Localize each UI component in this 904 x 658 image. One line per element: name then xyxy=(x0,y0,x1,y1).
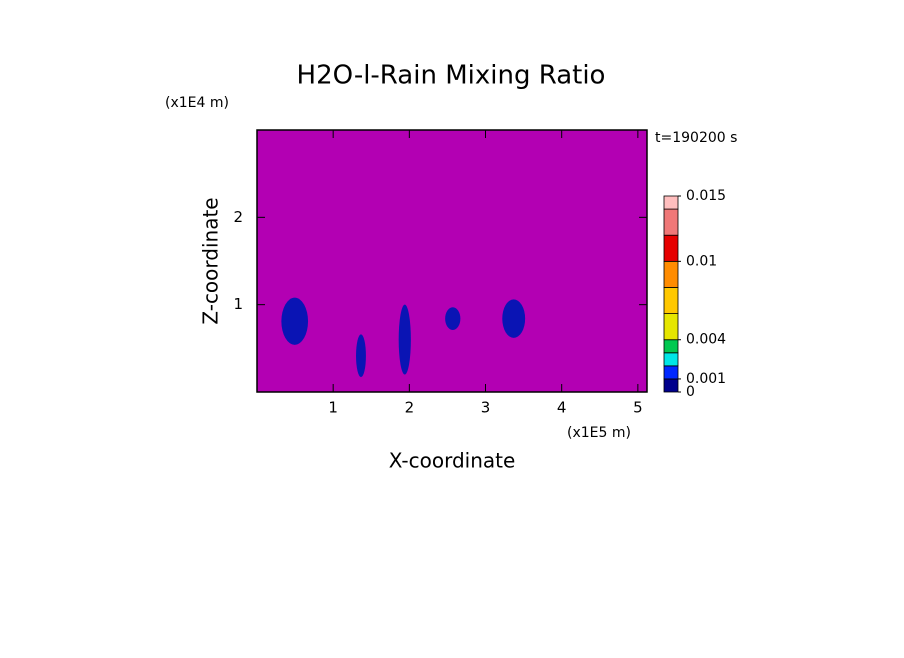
colorbar-segment xyxy=(663,378,679,393)
y-tick-label: 1 xyxy=(233,295,243,313)
y-axis-label: Z-coordinate xyxy=(199,197,223,324)
chart-title: H2O-l-Rain Mixing Ratio xyxy=(297,61,606,91)
rain-region xyxy=(502,299,526,338)
plot-background xyxy=(257,130,647,392)
x-tick-label: 3 xyxy=(481,399,491,417)
colorbar-segment xyxy=(663,339,679,354)
colorbar-label: 0.015 xyxy=(686,188,726,204)
rain-region xyxy=(398,304,411,375)
y-unit: (x1E4 m) xyxy=(165,95,229,111)
x-tick-label: 1 xyxy=(328,399,338,417)
rain-region xyxy=(445,307,461,330)
x-tick-label: 2 xyxy=(405,399,415,417)
colorbar-label: 0 xyxy=(686,384,695,400)
colorbar-segment xyxy=(663,234,679,262)
x-tick-label: 4 xyxy=(557,399,567,417)
colorbar-segment xyxy=(663,313,679,341)
x-tick-label: 5 xyxy=(633,399,643,417)
colorbar-segment xyxy=(663,352,679,367)
rain-region xyxy=(356,334,366,378)
colorbar-label: 0.01 xyxy=(686,253,717,269)
colorbar-segment xyxy=(663,208,679,236)
colorbar-segment xyxy=(663,195,679,210)
annotation: t=190200 s xyxy=(655,130,737,146)
y-tick-label: 2 xyxy=(233,208,243,226)
rain-region xyxy=(281,297,309,345)
colorbar-segment xyxy=(663,287,679,315)
x-unit: (x1E5 m) xyxy=(567,425,631,441)
colorbar-segment xyxy=(663,365,679,380)
x-axis-label: X-coordinate xyxy=(389,449,516,473)
colorbar-label: 0.001 xyxy=(686,371,726,387)
colorbar-label: 0.004 xyxy=(686,332,726,348)
colorbar-segment xyxy=(663,260,679,288)
plot-frame xyxy=(256,129,648,393)
